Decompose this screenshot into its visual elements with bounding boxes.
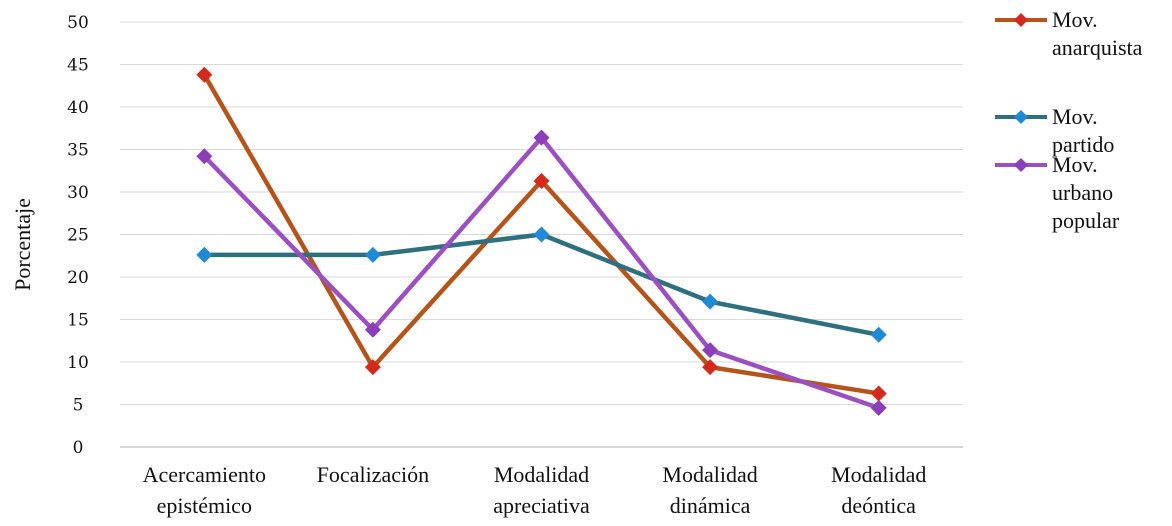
data-point — [196, 148, 213, 165]
y-tick-label: 30 — [67, 183, 89, 203]
y-tick-label: 0 — [73, 438, 84, 458]
y-tick-label: 20 — [67, 268, 89, 288]
legend-swatch-marker — [1014, 158, 1028, 172]
y-tick-label: 10 — [67, 353, 89, 373]
data-point — [702, 342, 719, 359]
data-point — [196, 246, 213, 263]
data-point — [196, 66, 213, 83]
x-tick-label: Focalización — [317, 462, 429, 487]
y-tick-label: 50 — [67, 13, 89, 33]
series-group — [196, 66, 887, 416]
data-point — [870, 399, 887, 416]
data-point — [702, 359, 719, 376]
y-tick-label: 25 — [67, 226, 89, 246]
data-point — [870, 326, 887, 343]
series-1 — [196, 226, 887, 343]
legend-entry: Mov. anarquista — [995, 7, 1143, 60]
x-axis: Acercamiento epistémico Focalización Modali… — [143, 462, 927, 518]
data-point — [533, 129, 550, 146]
legend-entry: Mov. urbano popular — [995, 152, 1120, 233]
series-2 — [196, 129, 887, 416]
y-tick-label: 15 — [67, 311, 89, 331]
y-axis-label: Porcentaje — [10, 198, 35, 291]
data-point — [364, 359, 381, 376]
data-point — [364, 321, 381, 338]
legend-entry: Mov. partido — [995, 104, 1114, 157]
legend-label: Mov. partido — [1052, 104, 1114, 157]
data-point — [702, 293, 719, 310]
x-tick-label: Modalidad deóntica — [831, 462, 926, 518]
legend-label: Mov. urbano popular — [1052, 152, 1120, 233]
y-tick-label: 45 — [67, 56, 89, 76]
y-tick-label: 5 — [73, 396, 84, 416]
data-point — [533, 226, 550, 243]
data-point — [364, 246, 381, 263]
y-tick-label: 40 — [67, 98, 89, 118]
y-axis-ticks: 0 5 10 15 20 25 30 35 40 45 50 — [67, 13, 89, 458]
data-point — [870, 385, 887, 402]
x-tick-label: Modalidad dinámica — [662, 462, 757, 518]
y-tick-label: 35 — [67, 141, 89, 161]
x-tick-label: Acercamiento epistémico — [143, 462, 266, 518]
x-tick-label: Modalidad apreciativa — [493, 462, 590, 518]
data-point — [533, 172, 550, 189]
legend-label: Mov. anarquista — [1052, 7, 1143, 60]
legend-swatch-marker — [1014, 13, 1028, 27]
legend-swatch-marker — [1014, 110, 1028, 124]
